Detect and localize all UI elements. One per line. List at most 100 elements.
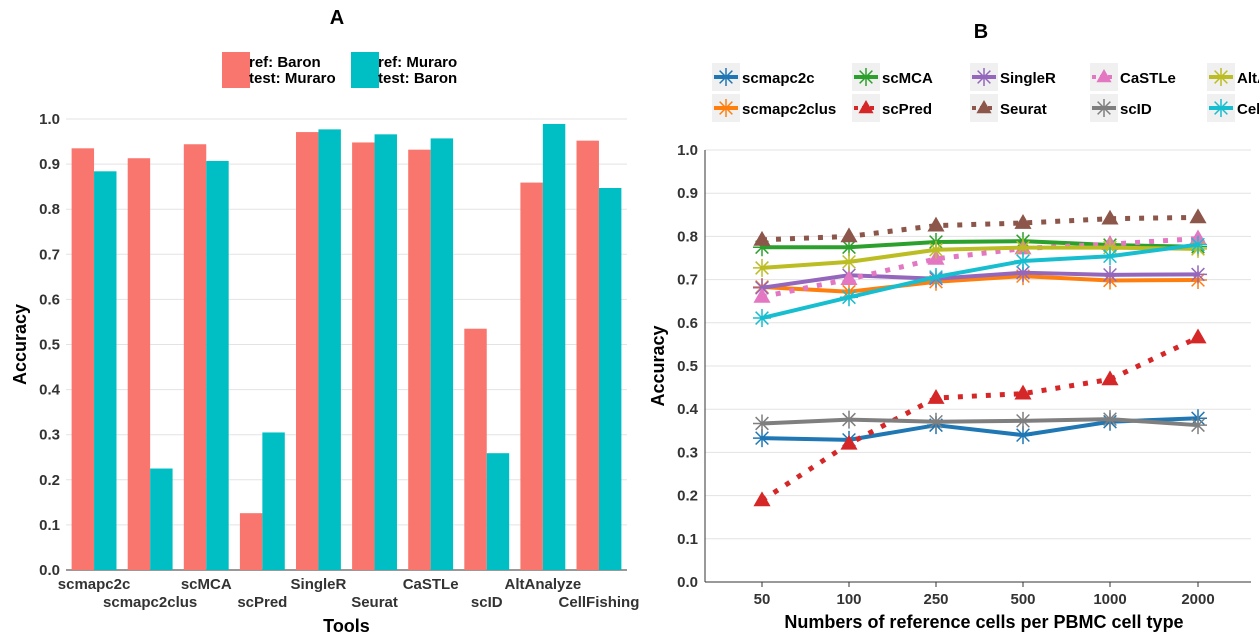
legend-marker-SingleR: [975, 68, 993, 86]
marker-CellFishing-500: [1014, 252, 1032, 271]
marker-CellFishing-1000: [1101, 247, 1119, 266]
y-tick-label-a: 0.9: [39, 156, 60, 173]
panel-label-a: A: [330, 7, 344, 29]
legend-label-Seurat: Seurat: [1000, 101, 1047, 118]
y-tick-label-b: 0.7: [677, 272, 698, 289]
marker-Seurat-50: [753, 230, 771, 246]
y-tick-label-b: 0.9: [677, 185, 698, 202]
x-tick-label-b: 500: [1010, 591, 1035, 608]
marker-Seurat-2000: [1189, 208, 1207, 224]
y-tick-label-a: 0.1: [39, 517, 60, 534]
legend-swatch-2: [351, 52, 379, 88]
marker-scPred-100: [840, 434, 858, 450]
marker-AltAnalyze-250: [927, 240, 945, 259]
y-tick-label-b: 0.3: [677, 444, 698, 461]
bar-Seurat-2: [374, 134, 397, 571]
legend-marker-scMCA: [857, 68, 875, 86]
y-tick-label-b: 0.6: [677, 315, 698, 332]
legend-label-scmapc2c: scmapc2c: [742, 70, 815, 87]
marker-CaSTLe-100: [840, 270, 858, 286]
x-tick-label-b: 50: [754, 591, 771, 608]
legend-label-scMCA: scMCA: [882, 70, 933, 87]
y-tick-label-a: 0.4: [39, 382, 61, 399]
marker-CellFishing-100: [840, 288, 858, 307]
legend-marker-scmapc2c: [717, 68, 735, 86]
marker-scID-1000: [1101, 410, 1119, 429]
bar-scmapc2c-1: [71, 148, 95, 570]
y-tick-label-b: 0.5: [677, 358, 698, 375]
marker-CellFishing-250: [927, 268, 945, 287]
legend-label-1-line1: ref: Baron: [249, 54, 321, 71]
legend-label-SingleR: SingleR: [1000, 70, 1056, 87]
marker-scPred-1000: [1101, 370, 1119, 386]
x-tick-label-CaSTLe: CaSTLe: [403, 576, 459, 593]
series-line-scmapc2clus: [761, 274, 1199, 294]
bar-CellFishing-1: [576, 140, 599, 570]
y-tick-label-b: 0.2: [677, 488, 698, 505]
marker-scID-50: [753, 414, 771, 433]
x-tick-label-scmapc2clus: scmapc2clus: [103, 594, 197, 611]
marker-CellFishing-50: [753, 309, 771, 328]
legend-marker-scPred: [858, 100, 874, 114]
marker-SingleR-1000: [1101, 265, 1119, 284]
marker-AltAnalyze-50: [753, 258, 771, 277]
x-axis-title-b: Numbers of reference cells per PBMC cell…: [784, 612, 1183, 632]
bar-scPred-2: [262, 432, 285, 570]
x-tick-label-Seurat: Seurat: [351, 594, 398, 611]
legend-label-CaSTLe: CaSTLe: [1120, 70, 1176, 87]
legend-label-scmapc2clus: scmapc2clus: [742, 101, 836, 118]
marker-scPred-250: [927, 388, 945, 404]
x-tick-label-scmapc2c: scmapc2c: [58, 576, 131, 593]
marker-AltAnalyze-100: [840, 252, 858, 271]
marker-scPred-500: [1014, 384, 1032, 400]
bar-scID-1: [464, 328, 487, 570]
legend-marker-CellFishing: [1212, 99, 1230, 117]
bar-CellFishing-2: [598, 188, 622, 571]
marker-Seurat-500: [1014, 214, 1032, 229]
legend-label-AltAnalyze: AltAnalyze: [1237, 70, 1259, 87]
y-tick-label-a: 0.6: [39, 291, 60, 308]
marker-SingleR-2000: [1189, 265, 1207, 284]
x-tick-label-b: 250: [923, 591, 948, 608]
bar-Seurat-1: [352, 142, 375, 570]
y-tick-label-a: 0.0: [39, 562, 60, 579]
marker-scMCA-50: [753, 238, 771, 257]
legend-label-CellFishing: CellFishing: [1237, 101, 1259, 118]
bar-SingleR-1: [296, 132, 319, 571]
x-tick-label-SingleR: SingleR: [291, 576, 347, 593]
bar-scPred-1: [239, 513, 263, 570]
legend-label-scPred: scPred: [882, 101, 932, 118]
marker-SingleR-500: [1014, 263, 1032, 282]
panel-b-line-chart: 0.0 0.1 0.2 0.3 0.4 0.5 0.6 0.7 0.8 0.9 1.0 50 100 25…: [648, 63, 1259, 632]
x-tick-label-b: 2000: [1181, 591, 1214, 608]
y-axis-title-b: Accuracy: [648, 325, 668, 406]
y-tick-label-a: 0.8: [39, 201, 60, 218]
marker-scmapc2c-50: [753, 429, 771, 448]
x-axis-title-a: Tools: [323, 616, 370, 635]
bar-scmapc2clus-1: [127, 158, 151, 570]
legend-marker-Seurat: [976, 100, 992, 114]
marker-scID-250: [927, 412, 945, 431]
bar-scmapc2c-2: [94, 171, 117, 571]
series-line-scPred: [760, 335, 1200, 503]
y-tick-label-a: 0.2: [39, 472, 60, 489]
marker-CellFishing-2000: [1189, 235, 1207, 254]
x-tick-label-scID: scID: [471, 594, 503, 611]
legend-label-1-line2: test: Muraro: [249, 70, 336, 87]
bar-scMCA-1: [183, 144, 207, 571]
marker-scID-500: [1014, 411, 1032, 430]
y-tick-label-b: 1.0: [677, 142, 698, 159]
legend-marker-CaSTLe: [1096, 69, 1112, 83]
series-line-scID: [761, 417, 1199, 428]
marker-scMCA-100: [840, 238, 858, 257]
bar-AltAnalyze-2: [542, 123, 566, 570]
x-tick-label-AltAnalyze: AltAnalyze: [505, 576, 582, 593]
legend-marker-AltAnalyze: [1212, 68, 1230, 86]
legend-marker-scID: [1095, 99, 1113, 117]
panel-label-b: B: [974, 21, 988, 43]
legend-label-scID: scID: [1120, 101, 1152, 118]
series-line-CellFishing: [761, 242, 1199, 320]
marker-scID-2000: [1189, 416, 1207, 435]
marker-Seurat-100: [840, 227, 858, 243]
bar-CaSTLe-2: [430, 138, 454, 570]
